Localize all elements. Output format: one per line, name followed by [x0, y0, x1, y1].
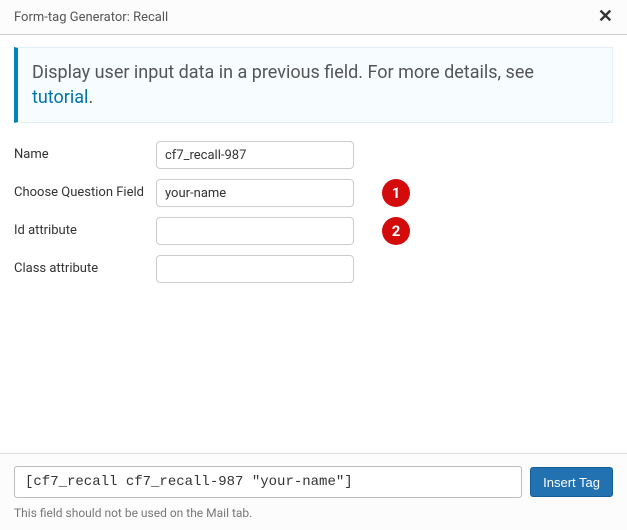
label-id-attr: Id attribute [14, 217, 156, 240]
input-name[interactable] [156, 141, 354, 169]
footer-note: This field should not be used on the Mai… [14, 506, 613, 520]
row-id-attr: Id attribute 2 [14, 217, 613, 245]
label-question: Choose Question Field [14, 179, 156, 202]
shortcode-input[interactable] [14, 466, 522, 498]
row-name: Name [14, 141, 613, 169]
banner-text-after: . [88, 87, 93, 108]
window-title: Form-tag Generator: Recall [14, 10, 168, 25]
close-icon[interactable]: ✕ [598, 8, 613, 26]
info-banner: Display user input data in a previous fi… [14, 47, 613, 123]
callout-badge-1: 1 [382, 179, 410, 207]
row-question: Choose Question Field 1 [14, 179, 613, 207]
label-name: Name [14, 141, 156, 164]
tutorial-link[interactable]: tutorial [32, 87, 88, 108]
titlebar: Form-tag Generator: Recall ✕ [0, 0, 627, 35]
row-class-attr: Class attribute [14, 255, 613, 283]
banner-text-before: Display user input data in a previous fi… [32, 62, 534, 83]
input-id-attr[interactable] [156, 217, 354, 245]
callout-badge-2: 2 [382, 217, 410, 245]
input-class-attr[interactable] [156, 255, 354, 283]
footer-controls: Insert Tag [14, 466, 613, 498]
footer: Insert Tag This field should not be used… [0, 453, 627, 530]
input-question[interactable] [156, 179, 354, 207]
insert-tag-button[interactable]: Insert Tag [530, 467, 613, 497]
form-area: Name Choose Question Field 1 Id attribut… [0, 141, 627, 283]
label-class-attr: Class attribute [14, 255, 156, 278]
